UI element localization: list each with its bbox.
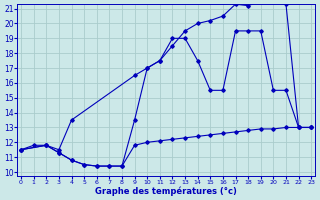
X-axis label: Graphe des températures (°c): Graphe des températures (°c) (95, 186, 237, 196)
